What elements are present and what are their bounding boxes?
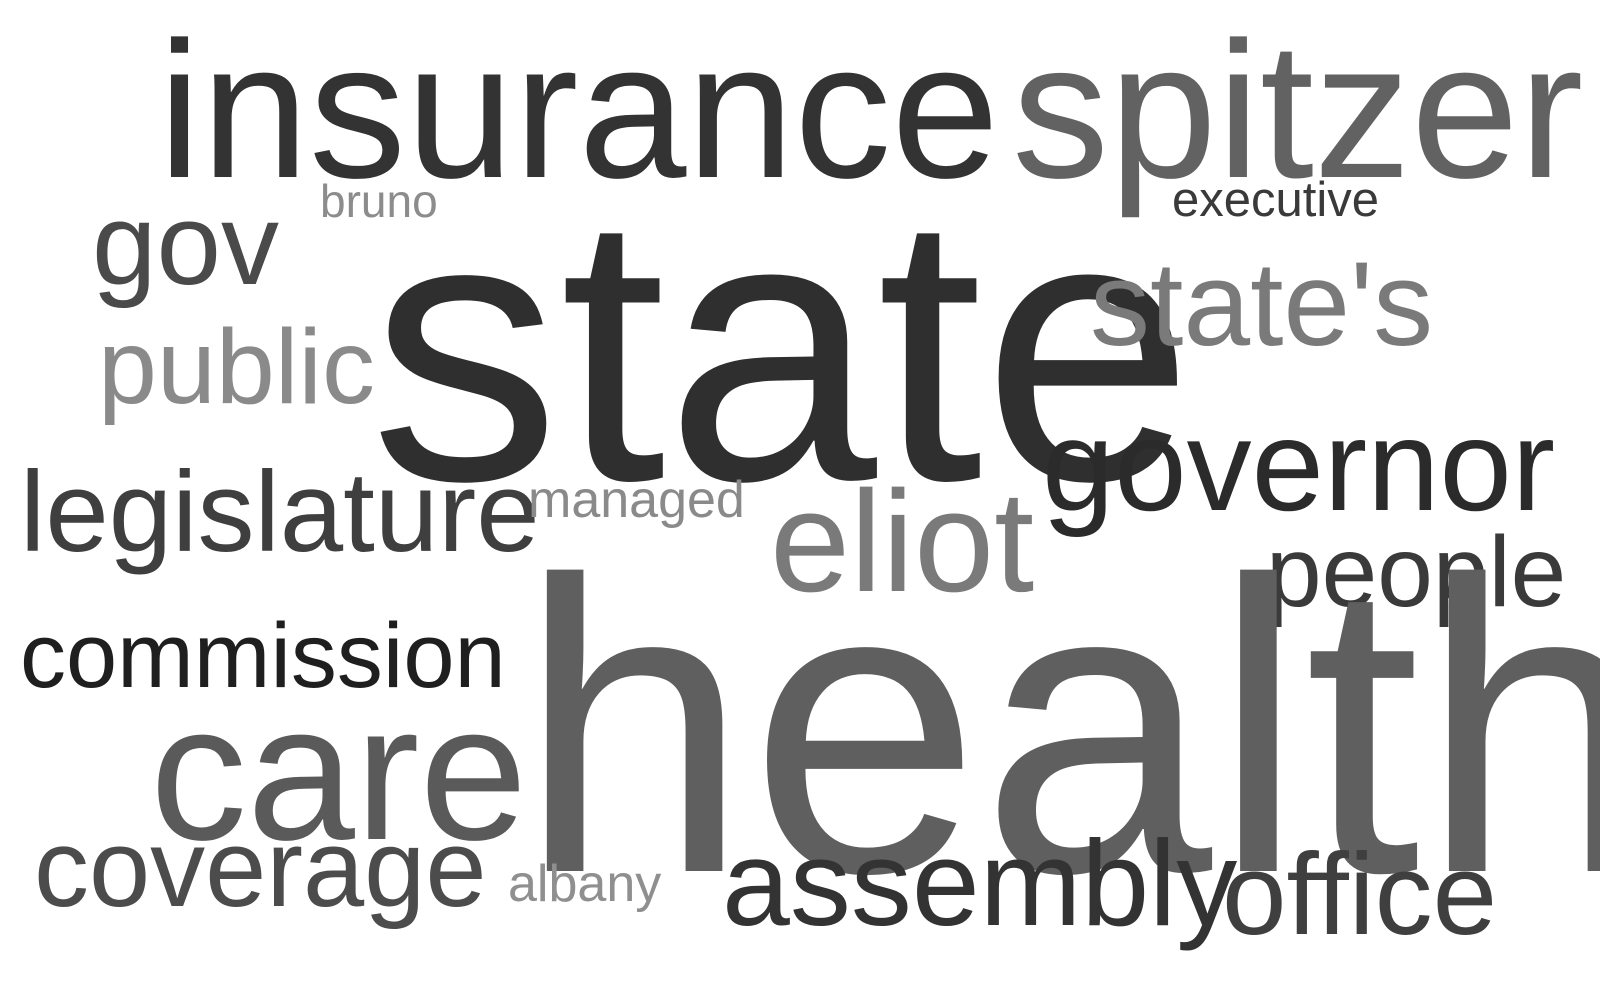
word-public: public	[98, 308, 375, 426]
word-executive: executive	[1172, 173, 1380, 227]
word-state: state	[370, 135, 1194, 560]
word-people: people	[1266, 516, 1567, 628]
word-states: state's	[1090, 237, 1434, 371]
word-albany: albany	[508, 855, 662, 913]
word-health: health	[518, 495, 1600, 960]
word-care: care	[150, 664, 528, 881]
word-bruno: bruno	[320, 175, 438, 227]
word-assembly: assembly	[722, 815, 1238, 951]
word-legislature: legislature	[20, 449, 540, 576]
word-managed: managed	[528, 471, 745, 529]
word-governor: governor	[1042, 392, 1556, 538]
word-spitzer: spitzer	[1012, 2, 1584, 219]
word-insurance: insurance	[158, 2, 1000, 219]
word-commission: commission	[20, 605, 506, 707]
word-coverage: coverage	[34, 807, 487, 930]
word-office: office	[1222, 829, 1498, 959]
word-gov: gov	[92, 179, 280, 309]
word-eliot: eliot	[770, 461, 1035, 622]
